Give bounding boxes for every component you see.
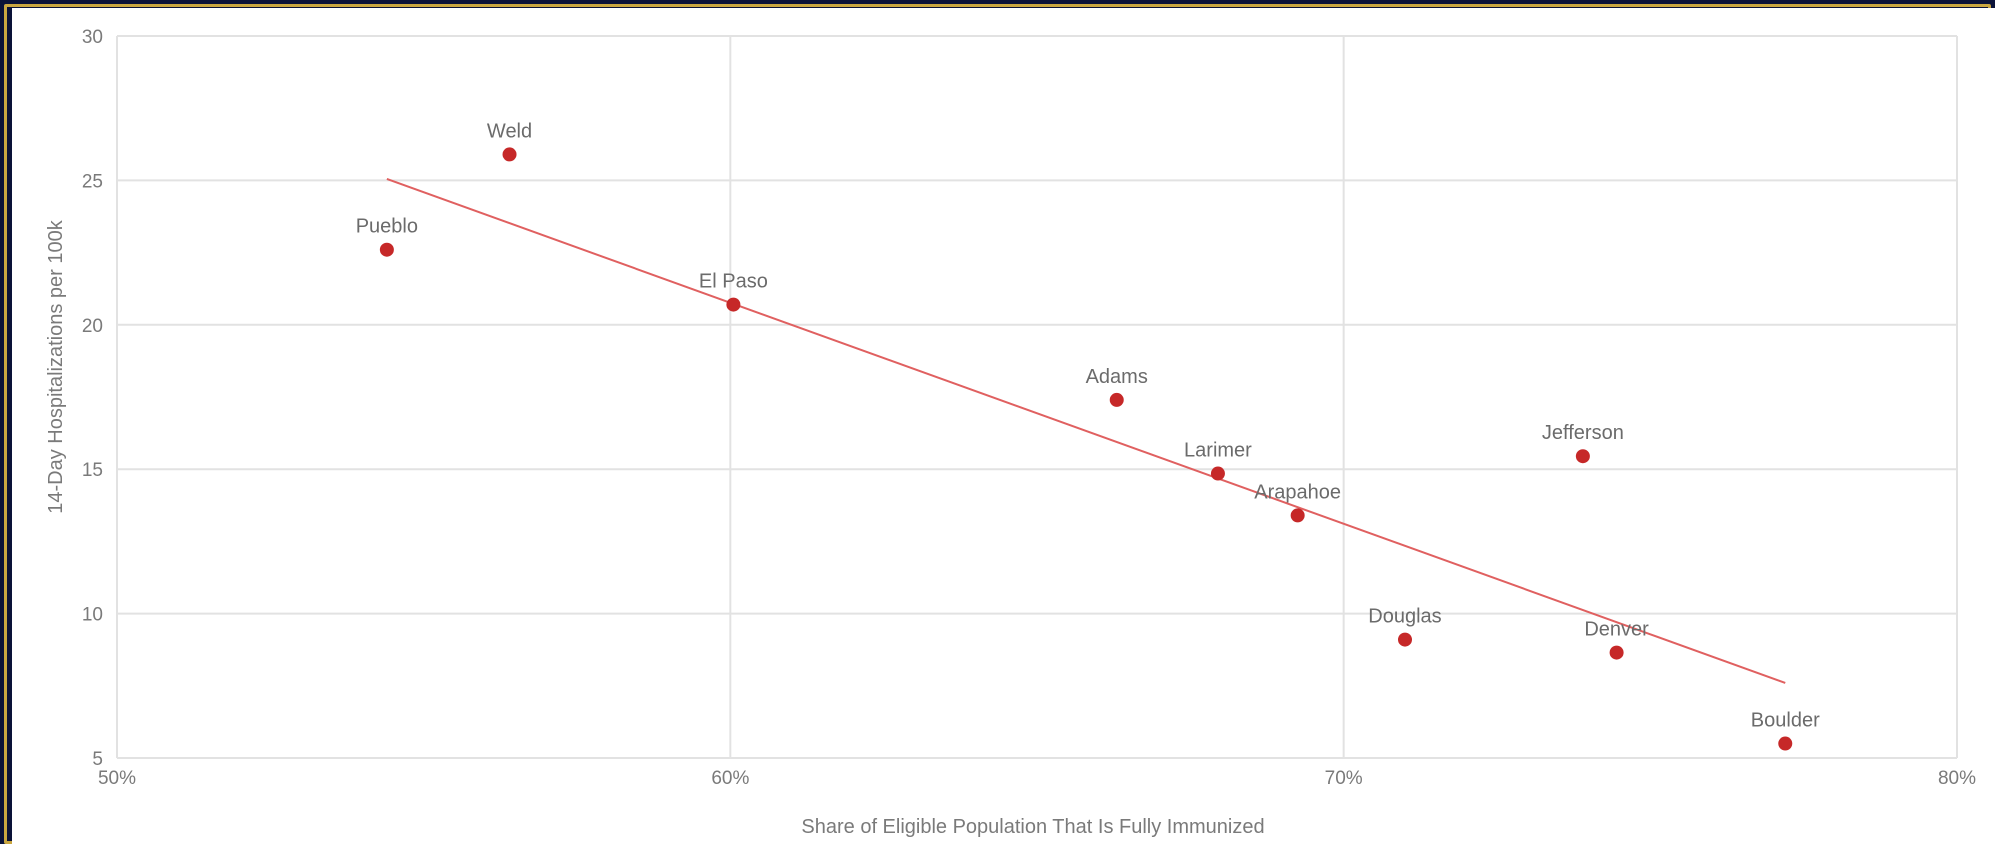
y-tick-label: 5 — [92, 749, 103, 770]
data-point-label: Denver — [1584, 619, 1649, 641]
data-point — [1290, 508, 1305, 523]
data-point — [379, 242, 394, 257]
x-tick-label: 80% — [1938, 768, 1976, 789]
chart-panel: 5 10 15 20 25 30 50% 60% 70% 80% Pueblo Weld El Pa… — [12, 8, 1995, 844]
data-point — [502, 147, 517, 162]
x-tick-label: 50% — [98, 768, 136, 789]
trendline-group — [386, 178, 1786, 684]
data-point-label: Jefferson — [1542, 422, 1624, 444]
data-point-label: Larimer — [1184, 440, 1252, 462]
data-point-label: Adams — [1086, 366, 1148, 388]
x-tick-label: 70% — [1325, 768, 1363, 789]
data-point-label: El Paso — [699, 271, 768, 293]
y-tick-label: 25 — [82, 171, 103, 192]
data-point-label: Boulder — [1751, 710, 1820, 732]
data-point — [726, 297, 741, 312]
y-axis-title: 14-Day Hospitalizations per 100k — [45, 219, 67, 513]
data-point-label: Weld — [487, 120, 532, 142]
y-tick-label: 30 — [82, 27, 103, 48]
grid — [116, 35, 1958, 759]
data-point-label: Pueblo — [356, 216, 418, 238]
data-point — [1398, 632, 1412, 647]
data-point — [1778, 736, 1793, 751]
trendline — [386, 178, 1786, 684]
data-point — [1575, 449, 1590, 464]
data-point-label: Douglas — [1368, 606, 1441, 628]
y-tick-label: 10 — [82, 605, 103, 626]
y-axis-ticks: 5 10 15 20 25 30 — [82, 27, 103, 770]
y-tick-label: 15 — [82, 460, 103, 481]
x-tick-label: 60% — [711, 768, 749, 789]
data-point — [1109, 392, 1124, 407]
x-axis-ticks: 50% 60% 70% 80% — [98, 768, 1976, 789]
data-point — [1609, 645, 1624, 660]
y-tick-label: 20 — [82, 316, 103, 337]
data-point — [1210, 466, 1225, 481]
data-point-label: Arapahoe — [1254, 481, 1341, 503]
scatter-chart: 5 10 15 20 25 30 50% 60% 70% 80% Pueblo Weld El Pa… — [45, 27, 1976, 838]
x-axis-title: Share of Eligible Population That Is Ful… — [801, 816, 1264, 838]
